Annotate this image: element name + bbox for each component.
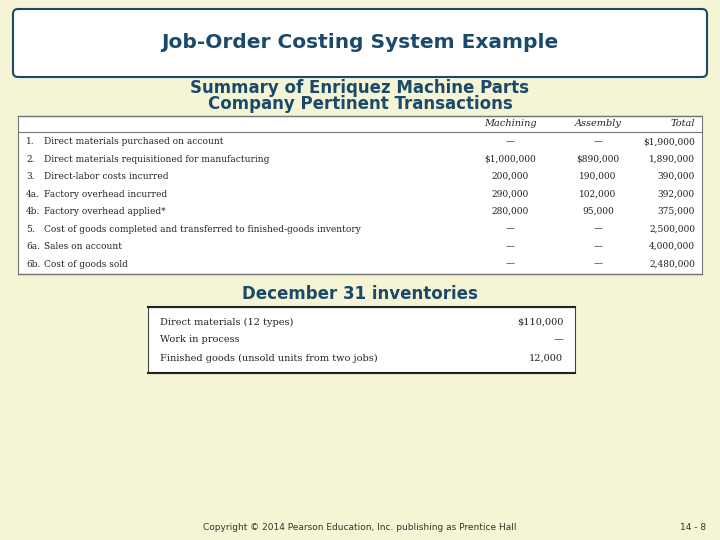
Text: 6b.: 6b. [26, 260, 40, 268]
Text: —: — [593, 242, 603, 251]
Text: 4,000,000: 4,000,000 [649, 242, 695, 251]
Text: Finished goods (unsold units from two jobs): Finished goods (unsold units from two jo… [160, 354, 377, 362]
Bar [18, 116, 702, 274]
Text: Sales on account: Sales on account [44, 242, 122, 251]
Text: December 31 inventories: December 31 inventories [242, 285, 478, 303]
Text: Summary of Enriquez Machine Parts: Summary of Enriquez Machine Parts [191, 79, 529, 97]
Text: 392,000: 392,000 [658, 190, 695, 199]
Text: 5.: 5. [26, 225, 35, 234]
Text: 1,890,000: 1,890,000 [649, 154, 695, 164]
Text: Job-Order Costing System Example: Job-Order Costing System Example [161, 33, 559, 52]
Text: —: — [505, 137, 515, 146]
Text: Direct materials (12 types): Direct materials (12 types) [160, 318, 293, 327]
Text: —: — [505, 225, 515, 234]
Text: 12,000: 12,000 [529, 354, 563, 362]
Text: —: — [505, 260, 515, 268]
Text: Cost of goods sold: Cost of goods sold [44, 260, 128, 268]
Text: Direct-labor costs incurred: Direct-labor costs incurred [44, 172, 168, 181]
Text: Direct materials requisitioned for manufacturing: Direct materials requisitioned for manuf… [44, 154, 269, 164]
Text: $1,900,000: $1,900,000 [643, 137, 695, 146]
Text: 95,000: 95,000 [582, 207, 614, 216]
Text: $110,000: $110,000 [517, 318, 563, 327]
Text: 14 - 8: 14 - 8 [680, 523, 706, 532]
Text: Total: Total [670, 119, 695, 128]
Text: Copyright © 2014 Pearson Education, Inc. publishing as Prentice Hall: Copyright © 2014 Pearson Education, Inc.… [203, 523, 517, 532]
Text: 280,000: 280,000 [491, 207, 528, 216]
Text: 290,000: 290,000 [491, 190, 528, 199]
Text: 6a.: 6a. [26, 242, 40, 251]
FancyBboxPatch shape [13, 9, 707, 77]
Text: 2,480,000: 2,480,000 [649, 260, 695, 268]
Text: —: — [593, 225, 603, 234]
Text: 200,000: 200,000 [491, 172, 528, 181]
Text: 4a.: 4a. [26, 190, 40, 199]
Text: 102,000: 102,000 [580, 190, 616, 199]
Text: 3.: 3. [26, 172, 35, 181]
Text: Work in process: Work in process [160, 335, 240, 345]
Text: 2.: 2. [26, 154, 35, 164]
Text: Assembly: Assembly [575, 119, 621, 128]
Text: Factory overhead incurred: Factory overhead incurred [44, 190, 167, 199]
Text: 190,000: 190,000 [580, 172, 617, 181]
Text: 4b.: 4b. [26, 207, 40, 216]
Text: Company Pertinent Transactions: Company Pertinent Transactions [207, 95, 513, 113]
Text: 1.: 1. [26, 137, 35, 146]
Text: Factory overhead applied*: Factory overhead applied* [44, 207, 166, 216]
Bar [148, 307, 575, 373]
Text: $1,000,000: $1,000,000 [484, 154, 536, 164]
Text: —: — [505, 242, 515, 251]
Text: Cost of goods completed and transferred to finished-goods inventory: Cost of goods completed and transferred … [44, 225, 361, 234]
Text: —: — [593, 137, 603, 146]
Text: 390,000: 390,000 [658, 172, 695, 181]
Text: Machining: Machining [484, 119, 536, 128]
Text: 2,500,000: 2,500,000 [649, 225, 695, 234]
Text: Direct materials purchased on account: Direct materials purchased on account [44, 137, 223, 146]
Text: 375,000: 375,000 [657, 207, 695, 216]
Text: —: — [593, 260, 603, 268]
Text: —: — [553, 335, 563, 345]
Text: $890,000: $890,000 [577, 154, 620, 164]
